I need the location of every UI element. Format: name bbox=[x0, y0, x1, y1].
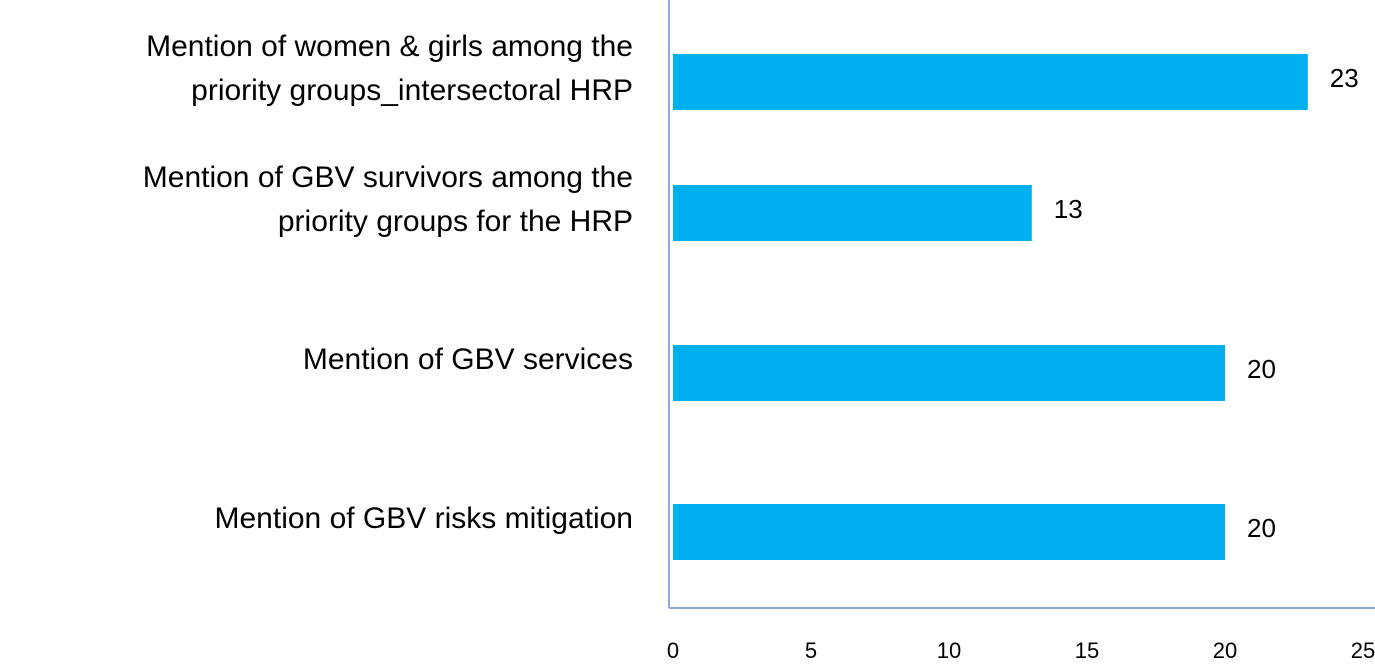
category-label: Mention of GBV risks mitigation bbox=[214, 502, 634, 535]
x-tick-label: 10 bbox=[937, 638, 961, 663]
category-label: Mention of women & girls among the prior… bbox=[146, 30, 633, 107]
x-tick-label: 5 bbox=[805, 638, 817, 663]
x-tick-label: 20 bbox=[1213, 638, 1237, 663]
value-label: 23 bbox=[1330, 63, 1359, 93]
bar bbox=[673, 504, 1225, 560]
x-tick-label: 15 bbox=[1075, 638, 1099, 663]
bar bbox=[673, 185, 1032, 241]
category-label: Mention of GBV survivors among the prior… bbox=[142, 161, 633, 238]
value-label: 20 bbox=[1247, 513, 1276, 543]
bar bbox=[673, 54, 1308, 110]
category-label: Mention of GBV services bbox=[302, 343, 633, 376]
x-tick-label: 25 bbox=[1351, 638, 1375, 663]
x-tick-label: 0 bbox=[667, 638, 679, 663]
value-label: 20 bbox=[1247, 354, 1276, 384]
bar bbox=[673, 345, 1225, 401]
value-label: 13 bbox=[1054, 194, 1083, 224]
